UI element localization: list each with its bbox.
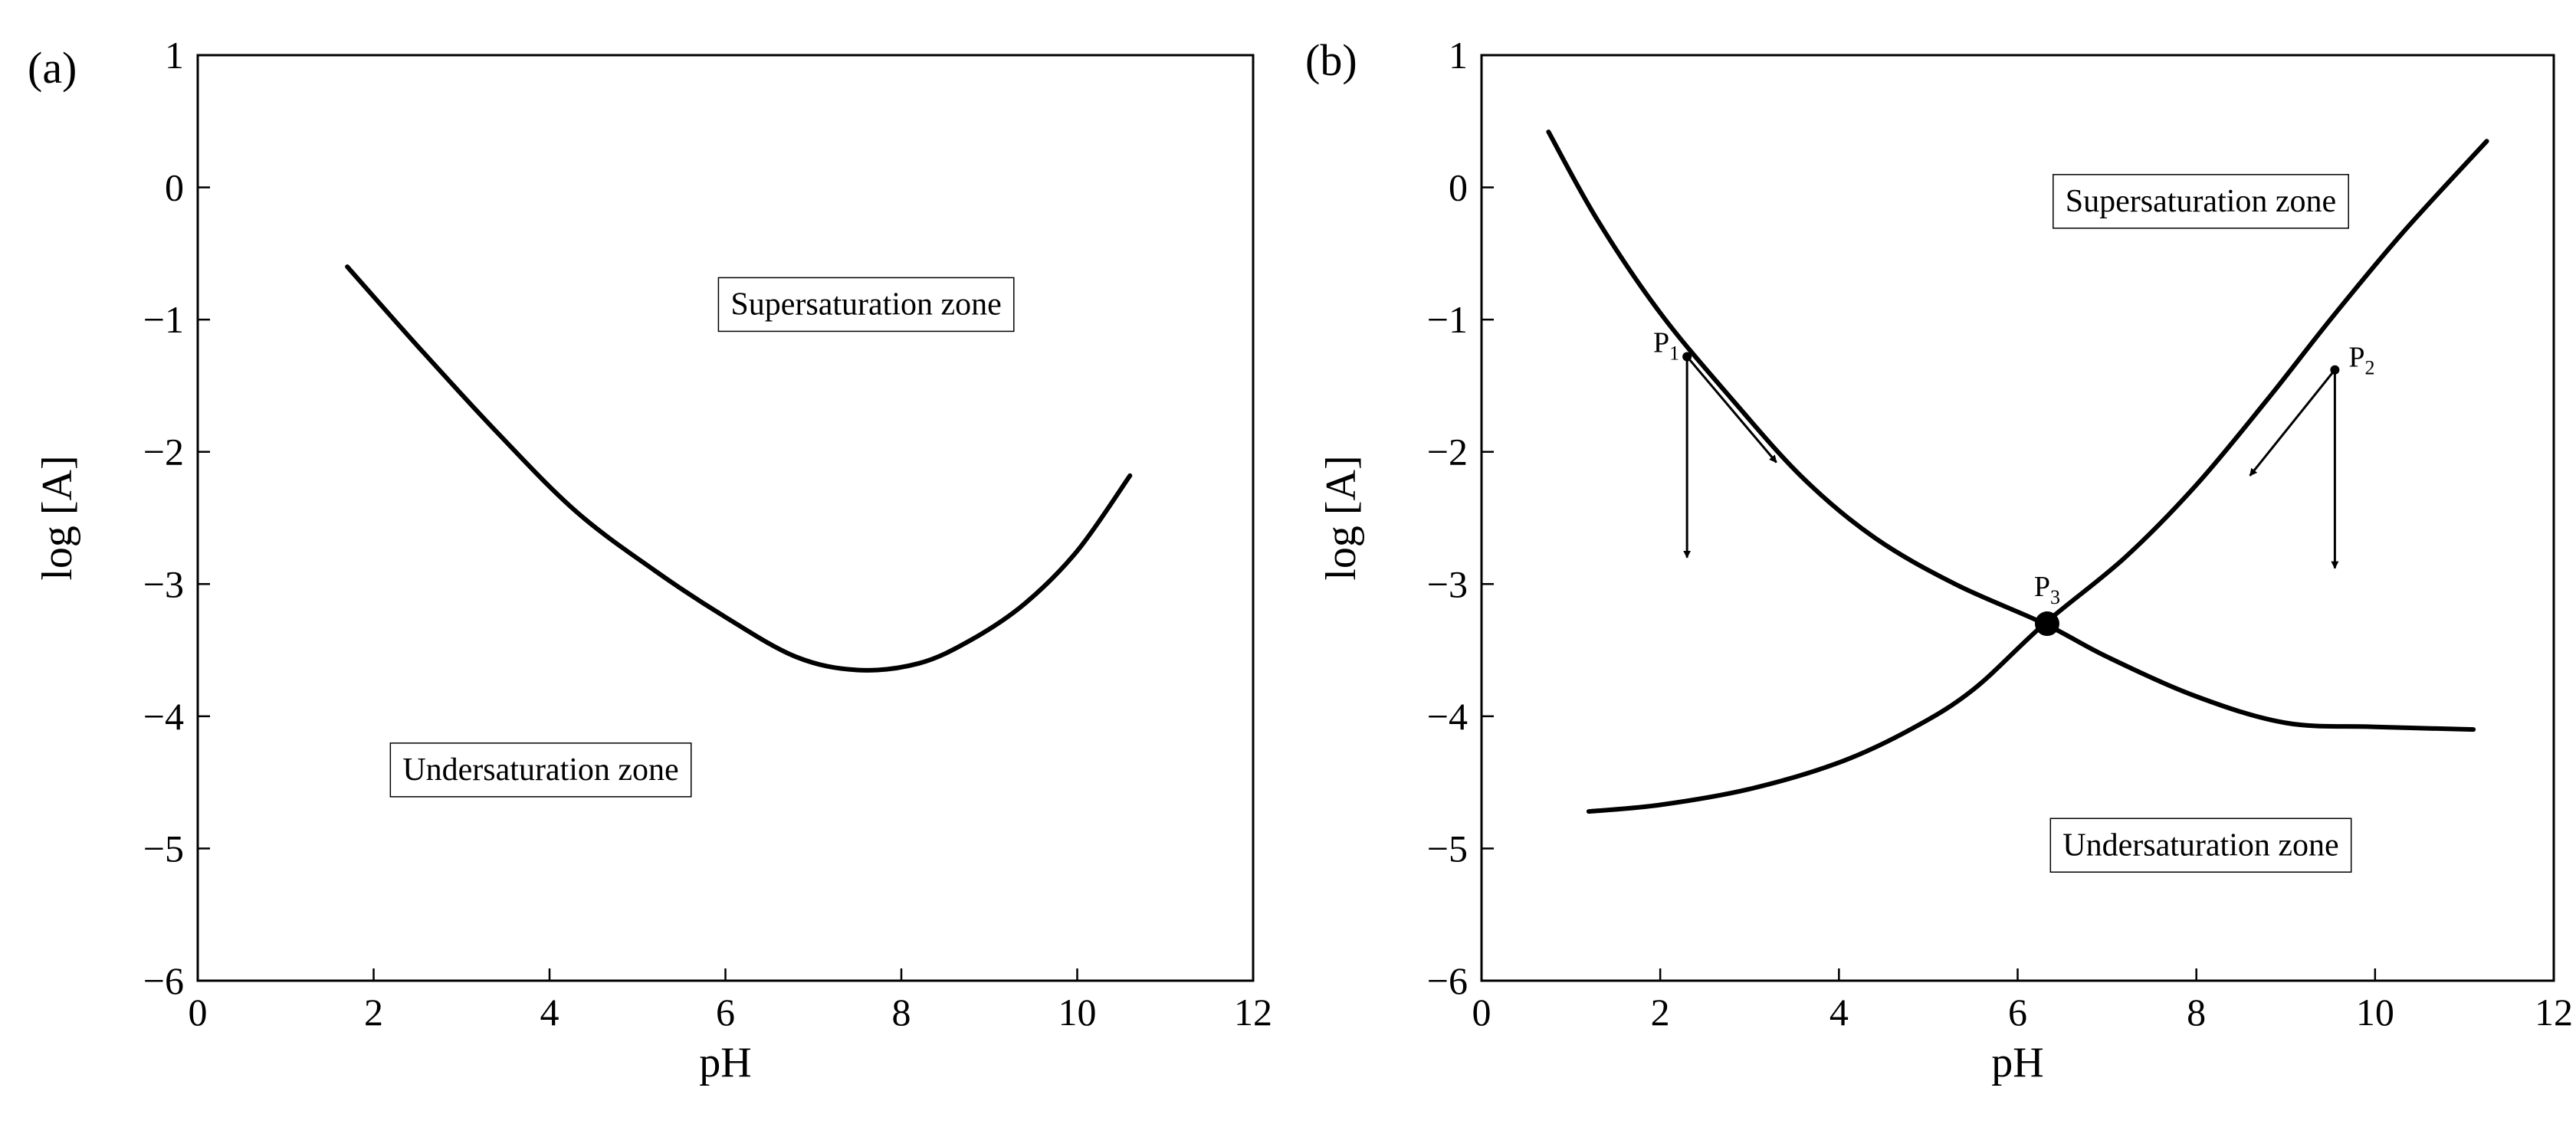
x-tick-label: 12 [2535,991,2573,1034]
y-tick-label: 0 [1449,166,1468,209]
panel-label: (a) [28,43,77,93]
x-axis-label: pH [699,1039,751,1086]
x-tick-label: 6 [2008,991,2027,1034]
y-tick-label: −1 [1427,298,1468,341]
y-tick-label: −5 [143,827,184,870]
y-tick-label: −2 [143,431,184,473]
zone-box [2049,818,2352,873]
zone-box [389,742,692,798]
zone-annotation: Supersaturation zone [2053,174,2349,229]
series-line-1 [345,264,1133,673]
y-axis-label: log [A] [34,455,81,580]
y-tick-label: 1 [1449,34,1468,77]
point-p1-marker [1682,352,1692,362]
plot-frame [1480,54,2555,982]
point-subscript: 1 [1669,342,1679,364]
point-p2-label: P2 [2348,342,2374,379]
y-tick-label: −6 [1427,959,1468,1002]
x-tick-label: 8 [892,991,911,1034]
x-tick-label: 12 [1234,991,1272,1034]
point-p2-marker [2330,365,2340,375]
y-tick-label: −1 [143,298,184,341]
series-line-2 [1586,139,2489,814]
x-tick-label: 8 [2187,991,2206,1034]
x-tick-label: 6 [716,991,735,1034]
panel-label: (b) [1305,35,1357,85]
x-tick-label: 10 [1058,991,1097,1034]
y-tick-label: −4 [1427,695,1468,738]
zone-label: Supersaturation zone [730,287,1001,322]
x-tick-label: 4 [540,991,560,1034]
y-tick-label: 0 [165,166,184,209]
x-tick-label: 0 [1472,991,1491,1034]
series-line-1 [1546,129,2476,732]
zone-annotation: Undersaturation zone [389,742,692,798]
y-tick-label: −4 [143,695,184,738]
y-tick-label: −3 [143,562,184,605]
zone-annotation: Supersaturation zone [717,277,1015,333]
zone-box [2053,174,2349,229]
y-tick-label: −5 [1427,827,1468,870]
x-tick-label: 0 [189,991,208,1034]
y-axis-label: log [A] [1318,455,1365,580]
y-tick-label: 1 [165,34,184,77]
x-tick-label: 4 [1829,991,1849,1034]
plot-frame [196,54,1255,982]
zone-label: Undersaturation zone [402,752,678,788]
y-tick-label: −6 [143,959,184,1002]
zone-annotation: Undersaturation zone [2049,818,2352,873]
zone-label: Supersaturation zone [2066,184,2336,219]
x-tick-label: 2 [364,991,383,1034]
zone-box [717,277,1015,333]
x-tick-label: 10 [2356,991,2394,1034]
x-axis-label: pH [1991,1039,2043,1086]
y-tick-label: −2 [1427,431,1468,473]
point-subscript: 2 [2365,357,2375,379]
arrow [2249,369,2336,477]
y-tick-label: −3 [1427,562,1468,605]
x-tick-label: 2 [1651,991,1670,1034]
arrow [1685,356,1777,464]
point-p3-label: P3 [2034,571,2060,608]
point-p3-marker [2034,611,2059,637]
point-subscript: 3 [2050,586,2060,608]
zone-label: Undersaturation zone [2062,827,2338,863]
